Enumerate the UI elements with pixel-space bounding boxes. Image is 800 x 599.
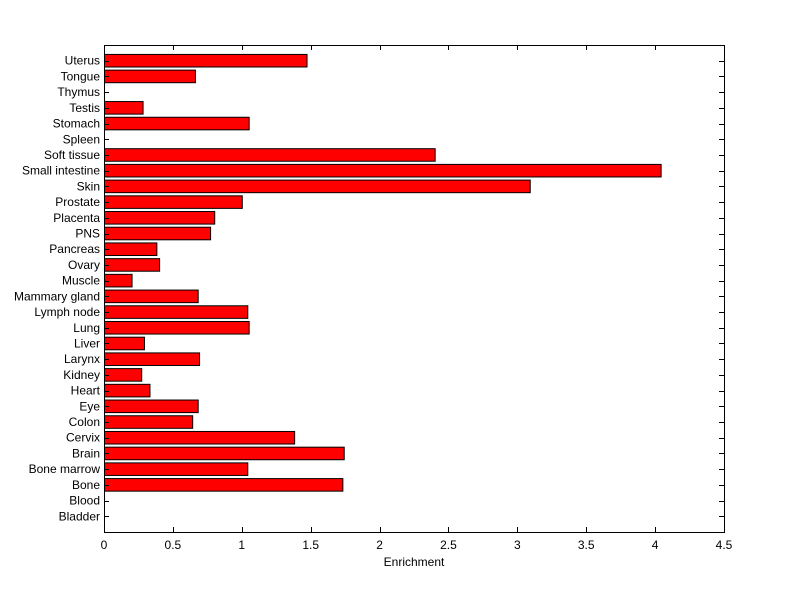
y-tick-label-liver: Liver	[74, 336, 100, 350]
bar-lymph-node	[104, 305, 249, 319]
bar-uterus	[104, 53, 308, 68]
y-tick-label-skin: Skin	[77, 179, 100, 193]
y-tick-label-brain: Brain	[72, 446, 100, 460]
axes-box	[104, 45, 725, 533]
x-tick-label-4: 2	[376, 538, 383, 552]
bar-colon	[104, 415, 194, 429]
bar-soft-tissue	[104, 148, 436, 162]
bar-pns	[104, 226, 212, 241]
y-tick-label-colon: Colon	[69, 415, 100, 429]
y-tick-label-heart: Heart	[71, 384, 101, 398]
y-tick-label-uterus: Uterus	[65, 54, 100, 68]
y-tick-label-kidney: Kidney	[63, 368, 100, 382]
bars-layer	[104, 53, 662, 492]
x-tick-label-5: 2.5	[440, 538, 457, 552]
bar-cervix	[104, 430, 296, 445]
y-tick-label-cervix: Cervix	[66, 431, 100, 445]
y-tick-label-placenta: Placenta	[53, 211, 100, 225]
y-tick-label-eye: Eye	[79, 399, 100, 413]
x-tick-label-9: 4.5	[716, 538, 733, 552]
y-tick-label-bladder: Bladder	[59, 509, 100, 523]
y-tick-label-pancreas: Pancreas	[49, 242, 100, 256]
bar-testis	[104, 101, 144, 115]
x-tick-label-8: 4	[652, 538, 659, 552]
y-tick-label-stomach: Stomach	[53, 117, 100, 131]
y-tick-label-blood: Blood	[69, 494, 100, 508]
bar-lung	[104, 320, 250, 335]
bar-placenta	[104, 211, 216, 225]
y-tick-label-muscle: Muscle	[62, 274, 100, 288]
y-tick-label-pns: PNS	[75, 227, 100, 241]
y-tick-label-ovary: Ovary	[68, 258, 100, 272]
bar-tongue	[104, 69, 196, 84]
bar-heart	[104, 383, 151, 398]
y-tick-label-mammary-gland: Mammary gland	[14, 289, 100, 303]
x-tick-label-1: 0.5	[165, 538, 182, 552]
bar-kidney	[104, 368, 143, 382]
bar-bone	[104, 478, 344, 492]
y-tick-label-lymph-node: Lymph node	[34, 305, 100, 319]
bar-stomach	[104, 116, 250, 131]
y-tick-label-testis: Testis	[69, 101, 100, 115]
x-tick-label-2: 1	[238, 538, 245, 552]
y-tick-label-lung: Lung	[73, 321, 100, 335]
x-tick-label-0: 0	[101, 538, 108, 552]
x-tick-label-7: 3.5	[578, 538, 595, 552]
bar-bone-marrow	[104, 462, 249, 476]
bar-liver	[104, 336, 145, 351]
y-tick-label-prostate: Prostate	[55, 195, 100, 209]
bar-eye	[104, 399, 199, 414]
y-tick-label-small-intestine: Small intestine	[22, 164, 100, 178]
x-ticks-layer: 0 0.5 1 1.5 2 2.5 3 3.5 4 4.5	[101, 45, 733, 552]
bar-larynx	[104, 352, 201, 366]
bar-pancreas	[104, 242, 158, 257]
x-axis-title: Enrichment	[384, 555, 445, 569]
y-tick-label-spleen: Spleen	[63, 132, 100, 146]
y-tick-label-bone: Bone	[72, 478, 100, 492]
x-tick-label-6: 3	[514, 538, 521, 552]
bar-ovary	[104, 258, 161, 272]
bar-small-intestine	[104, 163, 662, 178]
bar-skin	[104, 179, 531, 194]
y-tick-label-bone-marrow: Bone marrow	[29, 462, 101, 476]
x-tick-label-3: 1.5	[302, 538, 319, 552]
bar-brain	[104, 446, 345, 461]
y-tick-label-tongue: Tongue	[61, 69, 101, 83]
bar-prostate	[104, 195, 243, 209]
bar-mammary-gland	[104, 289, 199, 304]
y-tick-label-soft-tissue: Soft tissue	[44, 148, 100, 162]
bar-muscle	[104, 273, 133, 288]
y-tick-label-thymus: Thymus	[57, 85, 100, 99]
y-tick-label-larynx: Larynx	[64, 352, 100, 366]
